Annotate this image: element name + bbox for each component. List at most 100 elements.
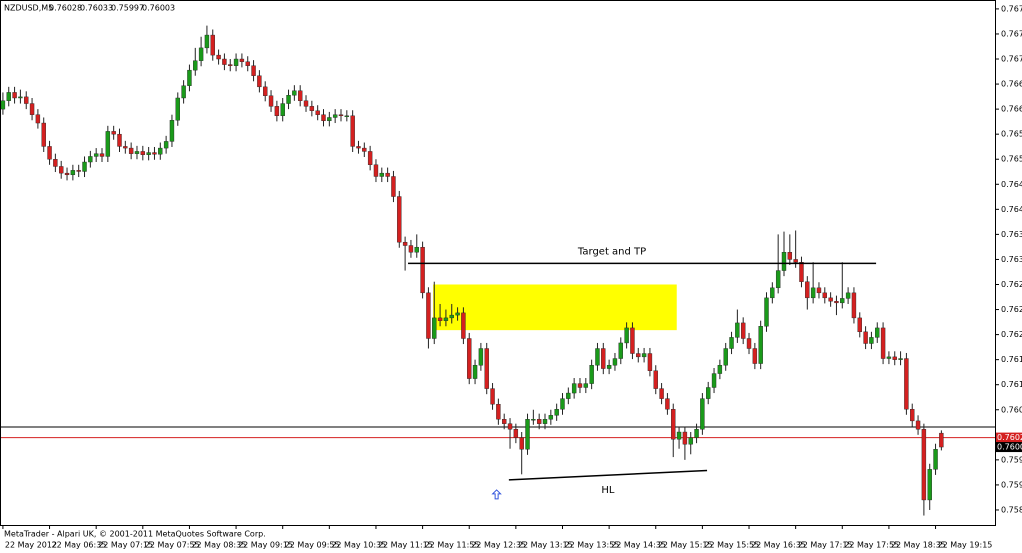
candle-body — [105, 131, 111, 157]
candle-body — [805, 281, 810, 299]
x-tick-label: 22 May 09:15 — [238, 541, 293, 550]
candle-body — [630, 327, 635, 354]
candle-body — [379, 172, 384, 177]
candle-body — [268, 95, 274, 107]
candle-body — [123, 146, 128, 149]
candle-body — [787, 252, 793, 260]
candle-body — [367, 151, 373, 165]
target-label: Target and TP — [577, 246, 646, 257]
candle-body — [851, 292, 857, 319]
candle-body — [286, 95, 291, 104]
candle-body — [502, 419, 507, 424]
candle-body — [332, 114, 338, 118]
y-tick-label: 0.75890 — [1001, 505, 1022, 514]
candle-body — [64, 172, 70, 176]
price-marker-label: 0.76020 — [997, 433, 1022, 442]
candle-body — [898, 358, 903, 360]
candle-body — [939, 432, 944, 448]
x-tick-label: 22 May 16:35 — [751, 541, 806, 550]
candle-body — [606, 365, 612, 369]
candle-body — [542, 419, 548, 424]
candle-body — [729, 337, 734, 349]
candle-body — [700, 398, 705, 430]
candle-body — [29, 103, 35, 115]
candle-body — [437, 317, 443, 321]
candle-body — [816, 287, 822, 294]
candle-body — [513, 429, 519, 438]
candle-body — [636, 353, 641, 358]
y-tick-label: 0.76655 — [1001, 80, 1022, 89]
candle-body — [344, 115, 350, 118]
candle-body — [752, 348, 758, 364]
candle-body — [47, 146, 52, 160]
candle-body — [665, 398, 670, 410]
candle-body — [496, 403, 501, 420]
x-tick-label: 22 May 13:55 — [564, 541, 619, 550]
candle-body — [274, 106, 280, 117]
hl-label: HL — [601, 485, 615, 496]
x-tick-label: 22 May 15:55 — [704, 541, 759, 550]
candle-body — [711, 373, 717, 388]
candle-body — [688, 437, 693, 445]
candle-body — [758, 326, 763, 364]
x-tick-label: 22 May 17:15 — [798, 541, 853, 550]
candle-body — [484, 348, 489, 389]
candle-body — [397, 196, 402, 243]
candle-body — [641, 353, 647, 358]
candle-body — [297, 90, 303, 101]
x-tick-label: 22 May 19:15 — [938, 541, 993, 550]
candle-body — [356, 146, 361, 149]
candle-body — [128, 147, 134, 154]
candle-body — [402, 241, 408, 246]
up-arrow — [491, 489, 502, 500]
candle-body — [41, 122, 46, 147]
candle-body — [612, 358, 618, 366]
candle-body — [233, 58, 239, 66]
candle-body — [723, 348, 728, 366]
candle-body — [198, 47, 204, 61]
candle-body — [391, 176, 396, 197]
candle-body — [175, 97, 180, 121]
x-tick-label: 22 May 2012 — [5, 541, 57, 550]
candle-body — [933, 449, 938, 470]
candle-body — [385, 172, 390, 177]
candle-body — [338, 114, 344, 117]
y-tick-label: 0.76205 — [1001, 330, 1022, 339]
candle-body — [554, 408, 559, 416]
candle-body — [694, 429, 699, 438]
y-tick-label: 0.76700 — [1001, 55, 1022, 64]
candle-body — [228, 64, 233, 66]
candle-body — [921, 429, 927, 501]
candle-body — [910, 408, 915, 422]
hl-line — [508, 469, 708, 481]
candle-body — [12, 92, 17, 99]
y-tick-label: 0.76520 — [1001, 155, 1022, 164]
symbol: NZDUSD,M5 — [4, 4, 53, 13]
candle-body — [53, 159, 58, 167]
candle-body — [647, 353, 653, 371]
candle-body — [764, 297, 769, 327]
candle-body — [76, 170, 81, 172]
y-tick-label: 0.75935 — [1001, 480, 1022, 489]
x-tick-label: 22 May 09:55 — [285, 541, 340, 550]
candle-body — [327, 117, 332, 122]
candle-body — [35, 114, 41, 124]
candle-body — [187, 69, 192, 86]
y-tick-label: 0.76475 — [1001, 180, 1022, 189]
candle-body — [408, 245, 414, 253]
candle-body — [303, 100, 309, 107]
candle-body — [828, 297, 833, 302]
candle-body — [589, 365, 594, 384]
candle-body — [257, 75, 262, 88]
x-tick-label: 22 May 14:35 — [611, 541, 666, 550]
candle-body — [834, 300, 839, 304]
candle-body — [251, 65, 256, 76]
candle-body — [315, 110, 320, 115]
y-tick-label: 0.76250 — [1001, 305, 1022, 314]
candle-body — [18, 96, 23, 99]
candle-body — [927, 469, 932, 501]
candle-body — [193, 60, 198, 71]
candle-body — [525, 419, 530, 450]
